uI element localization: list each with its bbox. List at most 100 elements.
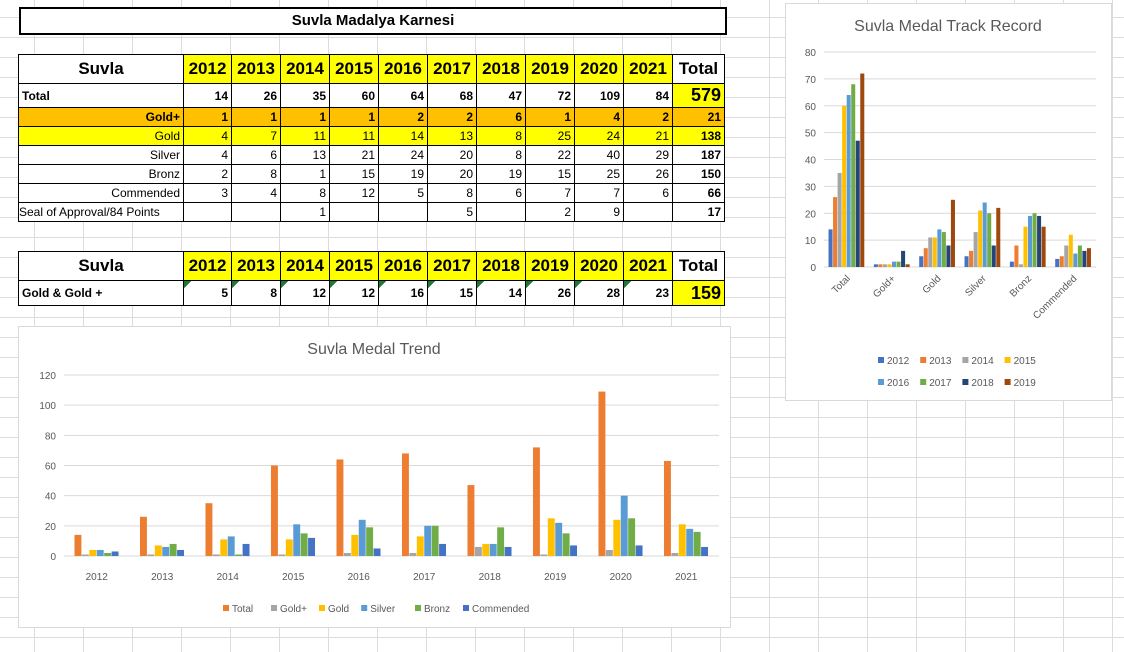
table-cell[interactable]: 68 — [427, 83, 477, 108]
bar-2013[interactable] — [878, 264, 883, 267]
bar-gold-[interactable] — [278, 554, 286, 556]
bar-2015[interactable] — [887, 264, 892, 267]
bar-commended[interactable] — [111, 551, 119, 556]
bar-commended[interactable] — [701, 546, 709, 556]
table-cell[interactable]: 1 — [183, 107, 232, 127]
bar-2012[interactable] — [828, 229, 833, 267]
table-cell[interactable]: 6 — [476, 183, 526, 203]
bar-2019[interactable] — [1086, 248, 1091, 267]
bar-2018[interactable] — [1082, 250, 1087, 267]
table-cell[interactable]: 35 — [280, 83, 330, 108]
table-cell[interactable] — [329, 202, 379, 222]
bar-gold-[interactable] — [212, 554, 220, 556]
table-corner-cell[interactable]: Suvla — [18, 54, 184, 84]
bar-2013[interactable] — [923, 248, 928, 267]
table-cell[interactable]: 2 — [378, 107, 428, 127]
table-cell[interactable]: 12 — [329, 280, 379, 306]
bar-bronz[interactable] — [169, 543, 177, 556]
bar-2018[interactable] — [855, 140, 860, 267]
bar-2012[interactable] — [873, 264, 878, 267]
row-label[interactable]: Seal of Approval/84 Points — [18, 202, 184, 222]
year-header[interactable]: 2014 — [280, 251, 330, 281]
table-cell[interactable]: 60 — [329, 83, 379, 108]
table-cell[interactable]: 13 — [427, 126, 477, 146]
bar-2014[interactable] — [837, 172, 842, 267]
bar-gold[interactable] — [220, 539, 228, 556]
row-total-cell[interactable]: 66 — [672, 183, 725, 203]
bar-2014[interactable] — [1064, 245, 1069, 268]
table-cell[interactable]: 24 — [378, 145, 428, 165]
table-cell[interactable]: 7 — [525, 183, 575, 203]
table-corner-cell[interactable]: Suvla — [18, 251, 184, 281]
bar-2017[interactable] — [851, 84, 856, 267]
table-cell[interactable]: 1 — [231, 107, 281, 127]
table-cell[interactable]: 20 — [427, 164, 477, 184]
bar-2018[interactable] — [1037, 215, 1042, 267]
bar-2013[interactable] — [1014, 245, 1019, 268]
table-cell[interactable]: 4 — [183, 126, 232, 146]
table-cell[interactable]: 8 — [231, 280, 281, 306]
bar-2019[interactable] — [950, 199, 955, 267]
table-cell[interactable]: 12 — [329, 183, 379, 203]
bar-2017[interactable] — [896, 261, 901, 267]
table-cell[interactable]: 20 — [427, 145, 477, 165]
bar-silver[interactable] — [162, 546, 170, 556]
bar-commended[interactable] — [308, 537, 316, 556]
table-cell[interactable]: 1 — [280, 202, 330, 222]
bar-gold[interactable] — [285, 539, 293, 556]
bar-2012[interactable] — [1055, 258, 1060, 267]
bar-gold-[interactable] — [147, 554, 155, 556]
bar-gold[interactable] — [154, 545, 162, 556]
table-cell[interactable]: 3 — [183, 183, 232, 203]
bar-commended[interactable] — [635, 545, 643, 556]
bar-2016[interactable] — [982, 202, 987, 268]
bar-gold[interactable] — [678, 524, 686, 556]
bar-bronz[interactable] — [300, 533, 308, 556]
table-cell[interactable]: 26 — [525, 280, 575, 306]
table-cell[interactable]: 13 — [280, 145, 330, 165]
table-cell[interactable]: 6 — [231, 145, 281, 165]
bar-gold[interactable] — [89, 549, 97, 556]
bar-gold-[interactable] — [605, 549, 613, 556]
table-cell[interactable]: 26 — [231, 83, 281, 108]
table-cell[interactable]: 24 — [574, 126, 624, 146]
bar-gold[interactable] — [351, 534, 359, 556]
year-header[interactable]: 2014 — [280, 54, 330, 84]
bar-gold[interactable] — [547, 518, 555, 556]
row-total-cell[interactable]: 17 — [672, 202, 725, 222]
bar-silver[interactable] — [555, 522, 563, 556]
total-header[interactable]: Total — [672, 54, 725, 84]
year-header[interactable]: 2017 — [427, 54, 477, 84]
table-cell[interactable]: 8 — [231, 164, 281, 184]
table-cell[interactable]: 40 — [574, 145, 624, 165]
bar-2019[interactable] — [996, 207, 1001, 267]
bar-2016[interactable] — [1028, 215, 1033, 267]
year-header[interactable]: 2019 — [525, 54, 575, 84]
bar-bronz[interactable] — [235, 554, 243, 556]
bar-2015[interactable] — [1068, 234, 1073, 267]
table-cell[interactable]: 26 — [623, 164, 673, 184]
table-cell[interactable]: 22 — [525, 145, 575, 165]
table-cell[interactable]: 8 — [427, 183, 477, 203]
table-cell[interactable] — [476, 202, 526, 222]
table-cell[interactable]: 4 — [231, 183, 281, 203]
table-cell[interactable]: 14 — [476, 280, 526, 306]
table-cell[interactable]: 1 — [525, 107, 575, 127]
table-cell[interactable]: 8 — [280, 183, 330, 203]
table-cell[interactable]: 29 — [623, 145, 673, 165]
year-header[interactable]: 2020 — [574, 251, 624, 281]
table-cell[interactable]: 25 — [574, 164, 624, 184]
bar-2012[interactable] — [964, 256, 969, 267]
row-total-cell[interactable]: 150 — [672, 164, 725, 184]
row-label[interactable]: Bronz — [18, 164, 184, 184]
table-cell[interactable]: 19 — [476, 164, 526, 184]
year-header[interactable]: 2013 — [231, 251, 281, 281]
year-header[interactable]: 2018 — [476, 54, 526, 84]
bar-gold-[interactable] — [343, 552, 351, 556]
bar-total[interactable] — [74, 534, 82, 556]
table-cell[interactable]: 2 — [427, 107, 477, 127]
table-cell[interactable]: 7 — [574, 183, 624, 203]
bar-2016[interactable] — [1073, 253, 1078, 267]
bar-2014[interactable] — [973, 232, 978, 267]
year-header[interactable]: 2020 — [574, 54, 624, 84]
